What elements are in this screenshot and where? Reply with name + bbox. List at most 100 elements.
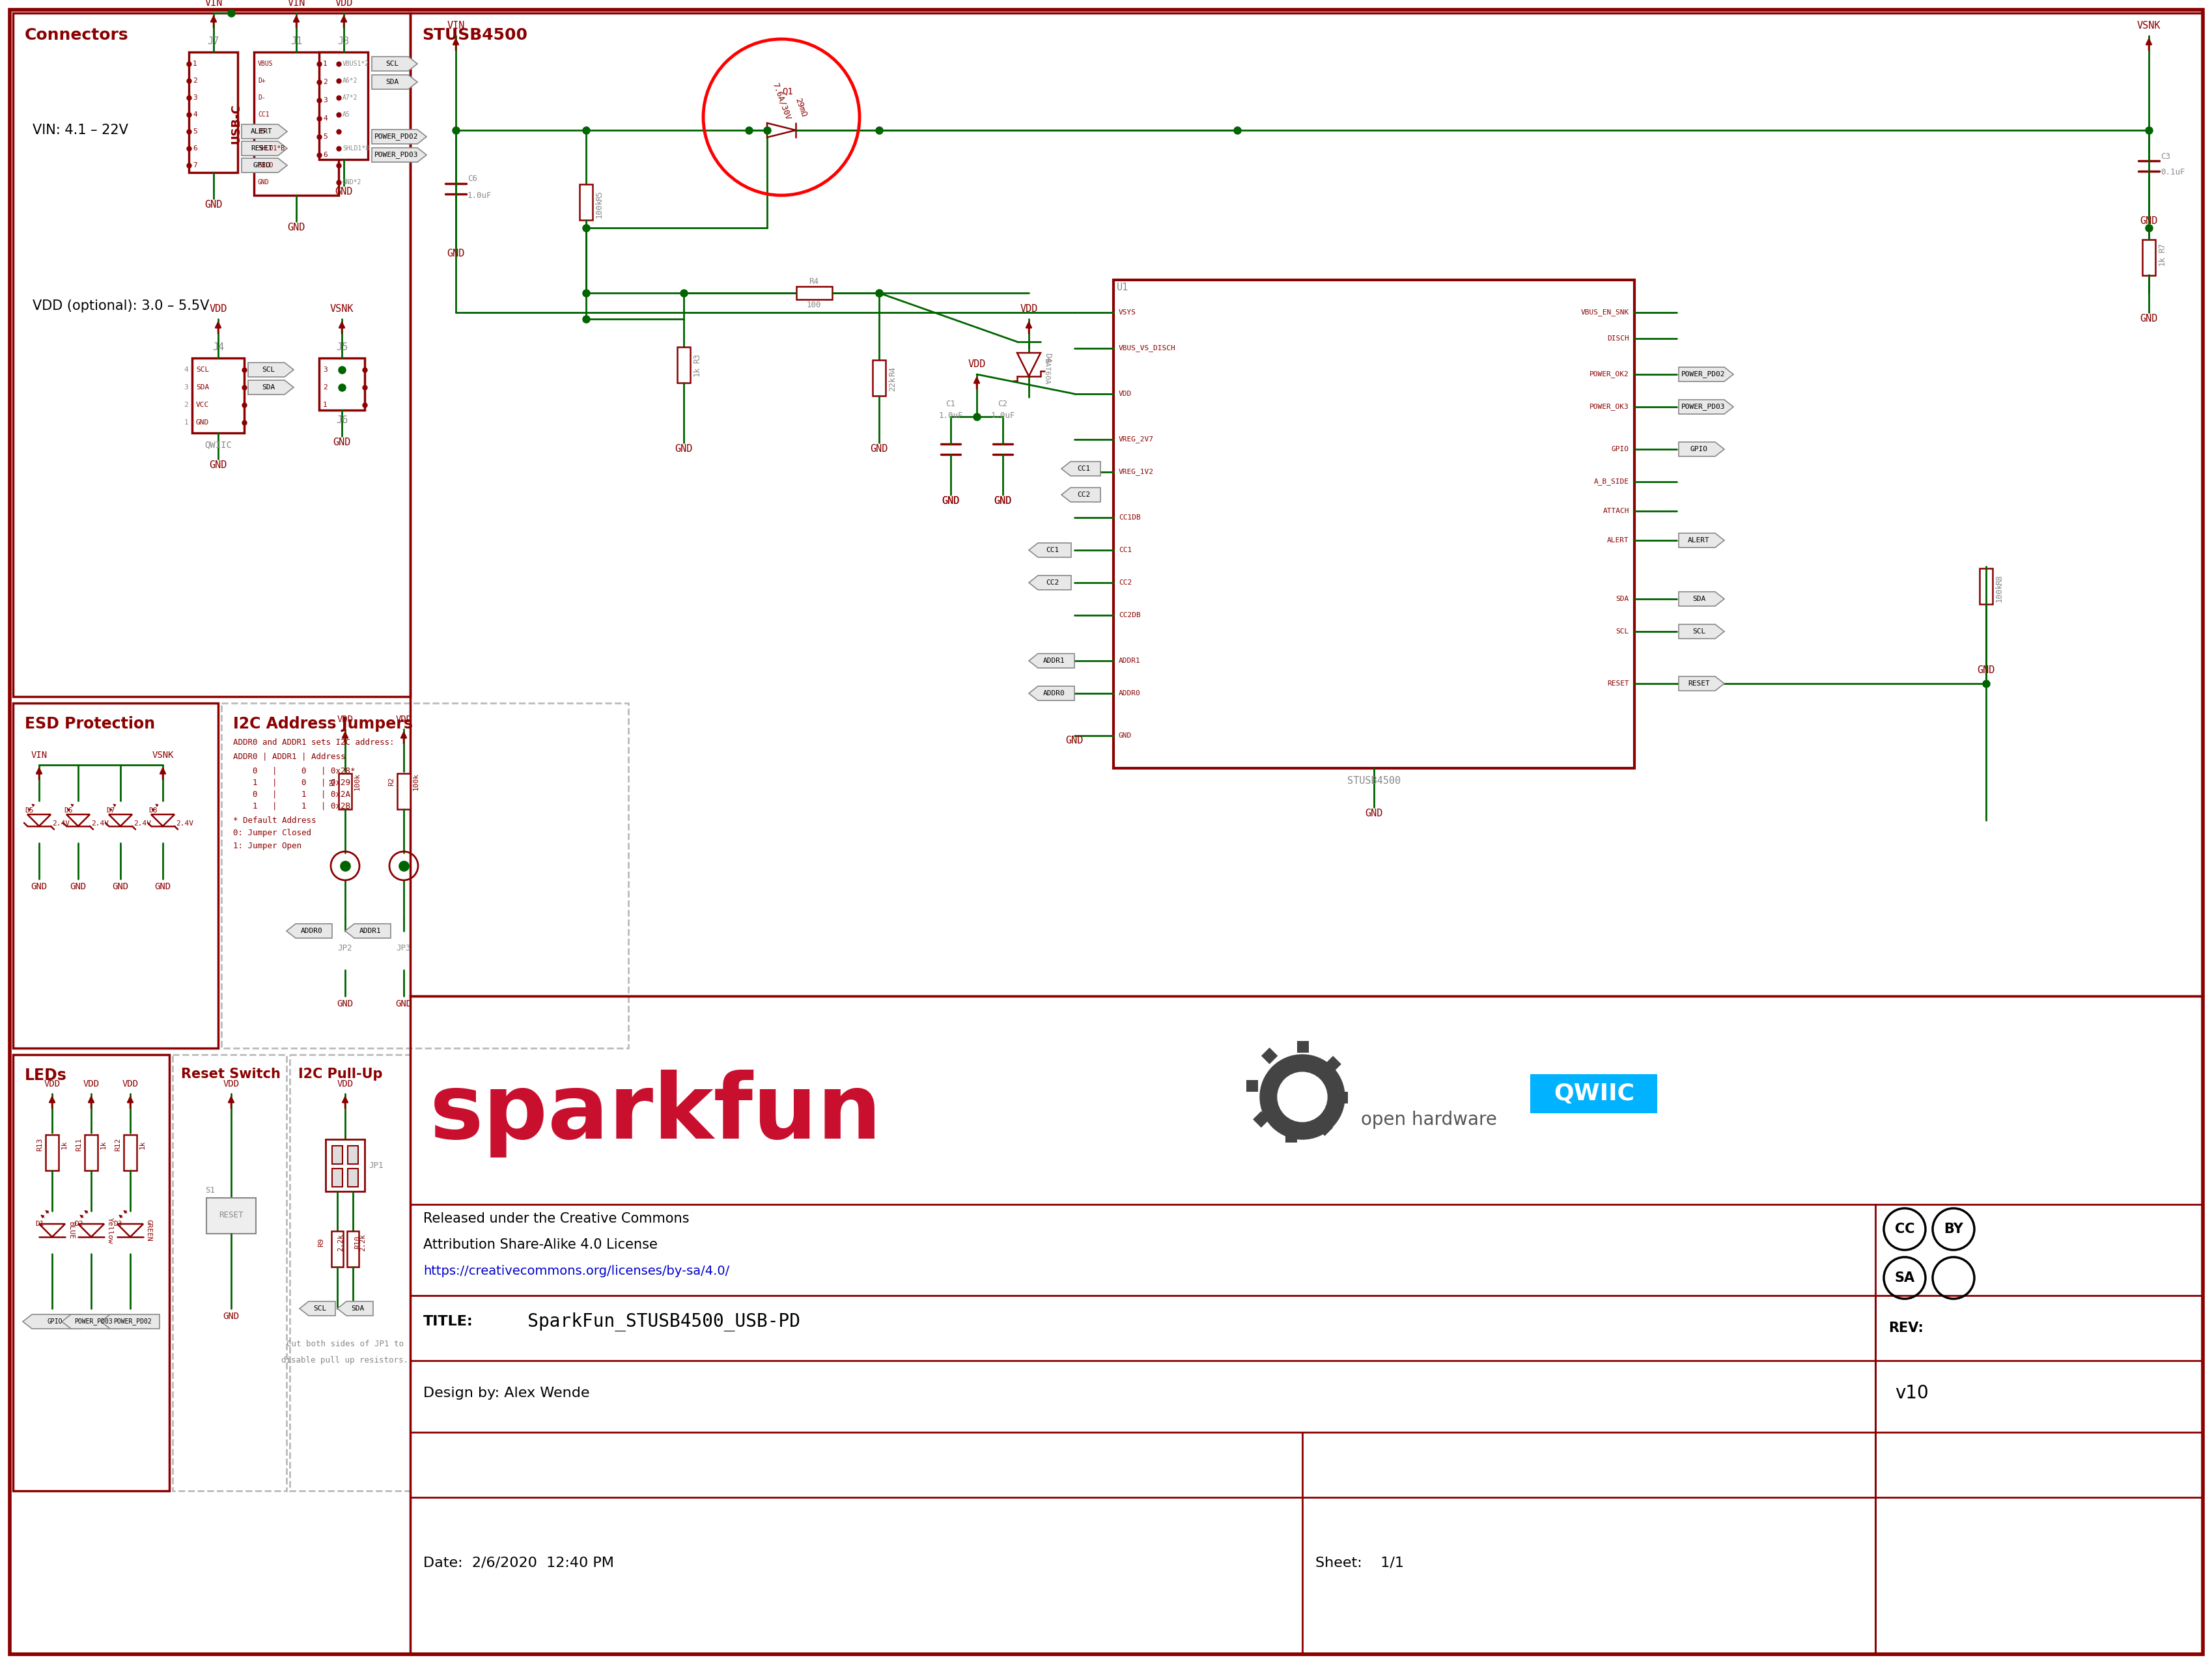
Text: Cut both sides of JP1 to: Cut both sides of JP1 to	[285, 1340, 403, 1348]
Text: 1k: 1k	[100, 1140, 106, 1148]
Polygon shape	[1679, 676, 1723, 691]
Polygon shape	[1679, 443, 1723, 456]
Text: GPIO: GPIO	[252, 161, 270, 168]
Text: BY: BY	[1942, 1223, 1962, 1236]
Text: D4: D4	[1042, 353, 1051, 363]
Polygon shape	[40, 1225, 64, 1236]
Text: GND: GND	[336, 1000, 354, 1008]
Text: 7.6A/30V: 7.6A/30V	[770, 82, 792, 121]
Text: VDD: VDD	[223, 1080, 239, 1088]
Text: 1k: 1k	[2157, 256, 2166, 265]
Text: Date:  2/6/2020  12:40 PM: Date: 2/6/2020 12:40 PM	[422, 1556, 613, 1569]
Bar	[409, 13, 2203, 997]
Bar	[325, 1140, 365, 1191]
Bar	[206, 1198, 257, 1233]
Polygon shape	[1679, 399, 1732, 414]
Text: R5: R5	[595, 190, 604, 200]
Bar	[1296, 1042, 1310, 1053]
Text: D-: D-	[259, 95, 265, 102]
Text: VBUS: VBUS	[259, 60, 272, 67]
Text: 6: 6	[192, 145, 197, 151]
Text: J7: J7	[208, 37, 219, 47]
Text: POWER_OK3: POWER_OK3	[1588, 403, 1628, 411]
Text: 1k: 1k	[139, 1140, 146, 1148]
Text: U1: U1	[1117, 283, 1128, 293]
Text: 2.2k: 2.2k	[358, 1233, 365, 1251]
Text: sparkfun: sparkfun	[429, 1070, 883, 1156]
Text: JP3: JP3	[396, 943, 411, 952]
Text: VDD: VDD	[1020, 305, 1037, 314]
Bar	[13, 1055, 170, 1491]
Text: GND: GND	[2139, 314, 2157, 323]
Text: GND: GND	[113, 882, 128, 892]
Text: D8: D8	[148, 807, 157, 814]
Text: ALERT: ALERT	[1606, 537, 1628, 544]
Text: 1k: 1k	[692, 366, 701, 376]
Text: Design by: Alex Wende: Design by: Alex Wende	[422, 1386, 588, 1399]
Bar	[1113, 280, 1635, 769]
Bar	[796, 286, 832, 300]
Polygon shape	[1062, 488, 1099, 503]
Bar	[290, 1055, 409, 1491]
Text: GPIO: GPIO	[1610, 446, 1628, 453]
Text: R8: R8	[1995, 574, 2004, 584]
Text: 1k: 1k	[62, 1140, 69, 1148]
Text: POWER_PD03: POWER_PD03	[75, 1318, 113, 1325]
Text: RESET: RESET	[1606, 681, 1628, 687]
Text: 100k: 100k	[354, 772, 361, 790]
Text: 100k: 100k	[414, 772, 420, 790]
Text: RESET: RESET	[219, 1211, 243, 1220]
Bar	[1325, 1057, 1340, 1072]
Polygon shape	[372, 148, 427, 161]
Text: Attribution Share-Alike 4.0 License: Attribution Share-Alike 4.0 License	[422, 1238, 657, 1251]
Text: CC: CC	[1893, 1223, 1913, 1236]
Text: CC1: CC1	[1119, 547, 1133, 554]
Text: POWER_PD03: POWER_PD03	[1681, 403, 1725, 411]
Text: * Default Address: * Default Address	[232, 815, 316, 825]
Text: VDD: VDD	[84, 1080, 100, 1088]
Bar	[332, 1146, 343, 1165]
Polygon shape	[1679, 532, 1723, 547]
Polygon shape	[241, 125, 288, 138]
Bar	[347, 1231, 358, 1266]
Text: D6: D6	[64, 807, 73, 814]
Polygon shape	[1029, 686, 1075, 701]
Text: SCL: SCL	[261, 366, 274, 373]
Text: 2.2k: 2.2k	[336, 1233, 343, 1251]
Polygon shape	[1679, 624, 1723, 639]
Text: BAT60A: BAT60A	[1042, 358, 1048, 384]
Text: VBUS1*2: VBUS1*2	[343, 60, 369, 67]
Text: JP2: JP2	[338, 943, 352, 952]
Polygon shape	[248, 363, 294, 378]
Text: 1   |     0   | 0x29: 1 | 0 | 0x29	[232, 779, 349, 787]
Text: SDA: SDA	[197, 384, 210, 391]
Bar	[188, 52, 237, 173]
Polygon shape	[108, 814, 133, 825]
Text: 3: 3	[192, 95, 197, 102]
Text: J4: J4	[212, 343, 223, 353]
Bar	[13, 13, 409, 697]
Text: D2: D2	[75, 1221, 84, 1226]
Text: ALERT: ALERT	[250, 128, 272, 135]
Text: Connectors: Connectors	[24, 27, 128, 43]
Polygon shape	[62, 1315, 119, 1330]
Text: D+: D+	[259, 78, 265, 83]
Text: VIN: VIN	[288, 0, 305, 8]
Text: 1: 1	[323, 401, 327, 408]
Text: VDD: VDD	[44, 1080, 60, 1088]
Text: CC2DB: CC2DB	[1119, 612, 1141, 619]
Circle shape	[1276, 1072, 1327, 1122]
Polygon shape	[66, 814, 91, 825]
Text: Yellow: Yellow	[106, 1218, 113, 1243]
Polygon shape	[372, 130, 427, 143]
Polygon shape	[336, 1301, 374, 1316]
Text: QWIIC: QWIIC	[1553, 1083, 1635, 1105]
Polygon shape	[241, 141, 288, 156]
Text: 1.0uF: 1.0uF	[467, 191, 491, 200]
Bar	[124, 1135, 137, 1170]
Bar	[84, 1135, 97, 1170]
Text: 1: 1	[184, 419, 188, 426]
Text: SCL: SCL	[1615, 629, 1628, 634]
Bar	[1531, 1075, 1657, 1113]
Text: SDA: SDA	[1615, 596, 1628, 602]
